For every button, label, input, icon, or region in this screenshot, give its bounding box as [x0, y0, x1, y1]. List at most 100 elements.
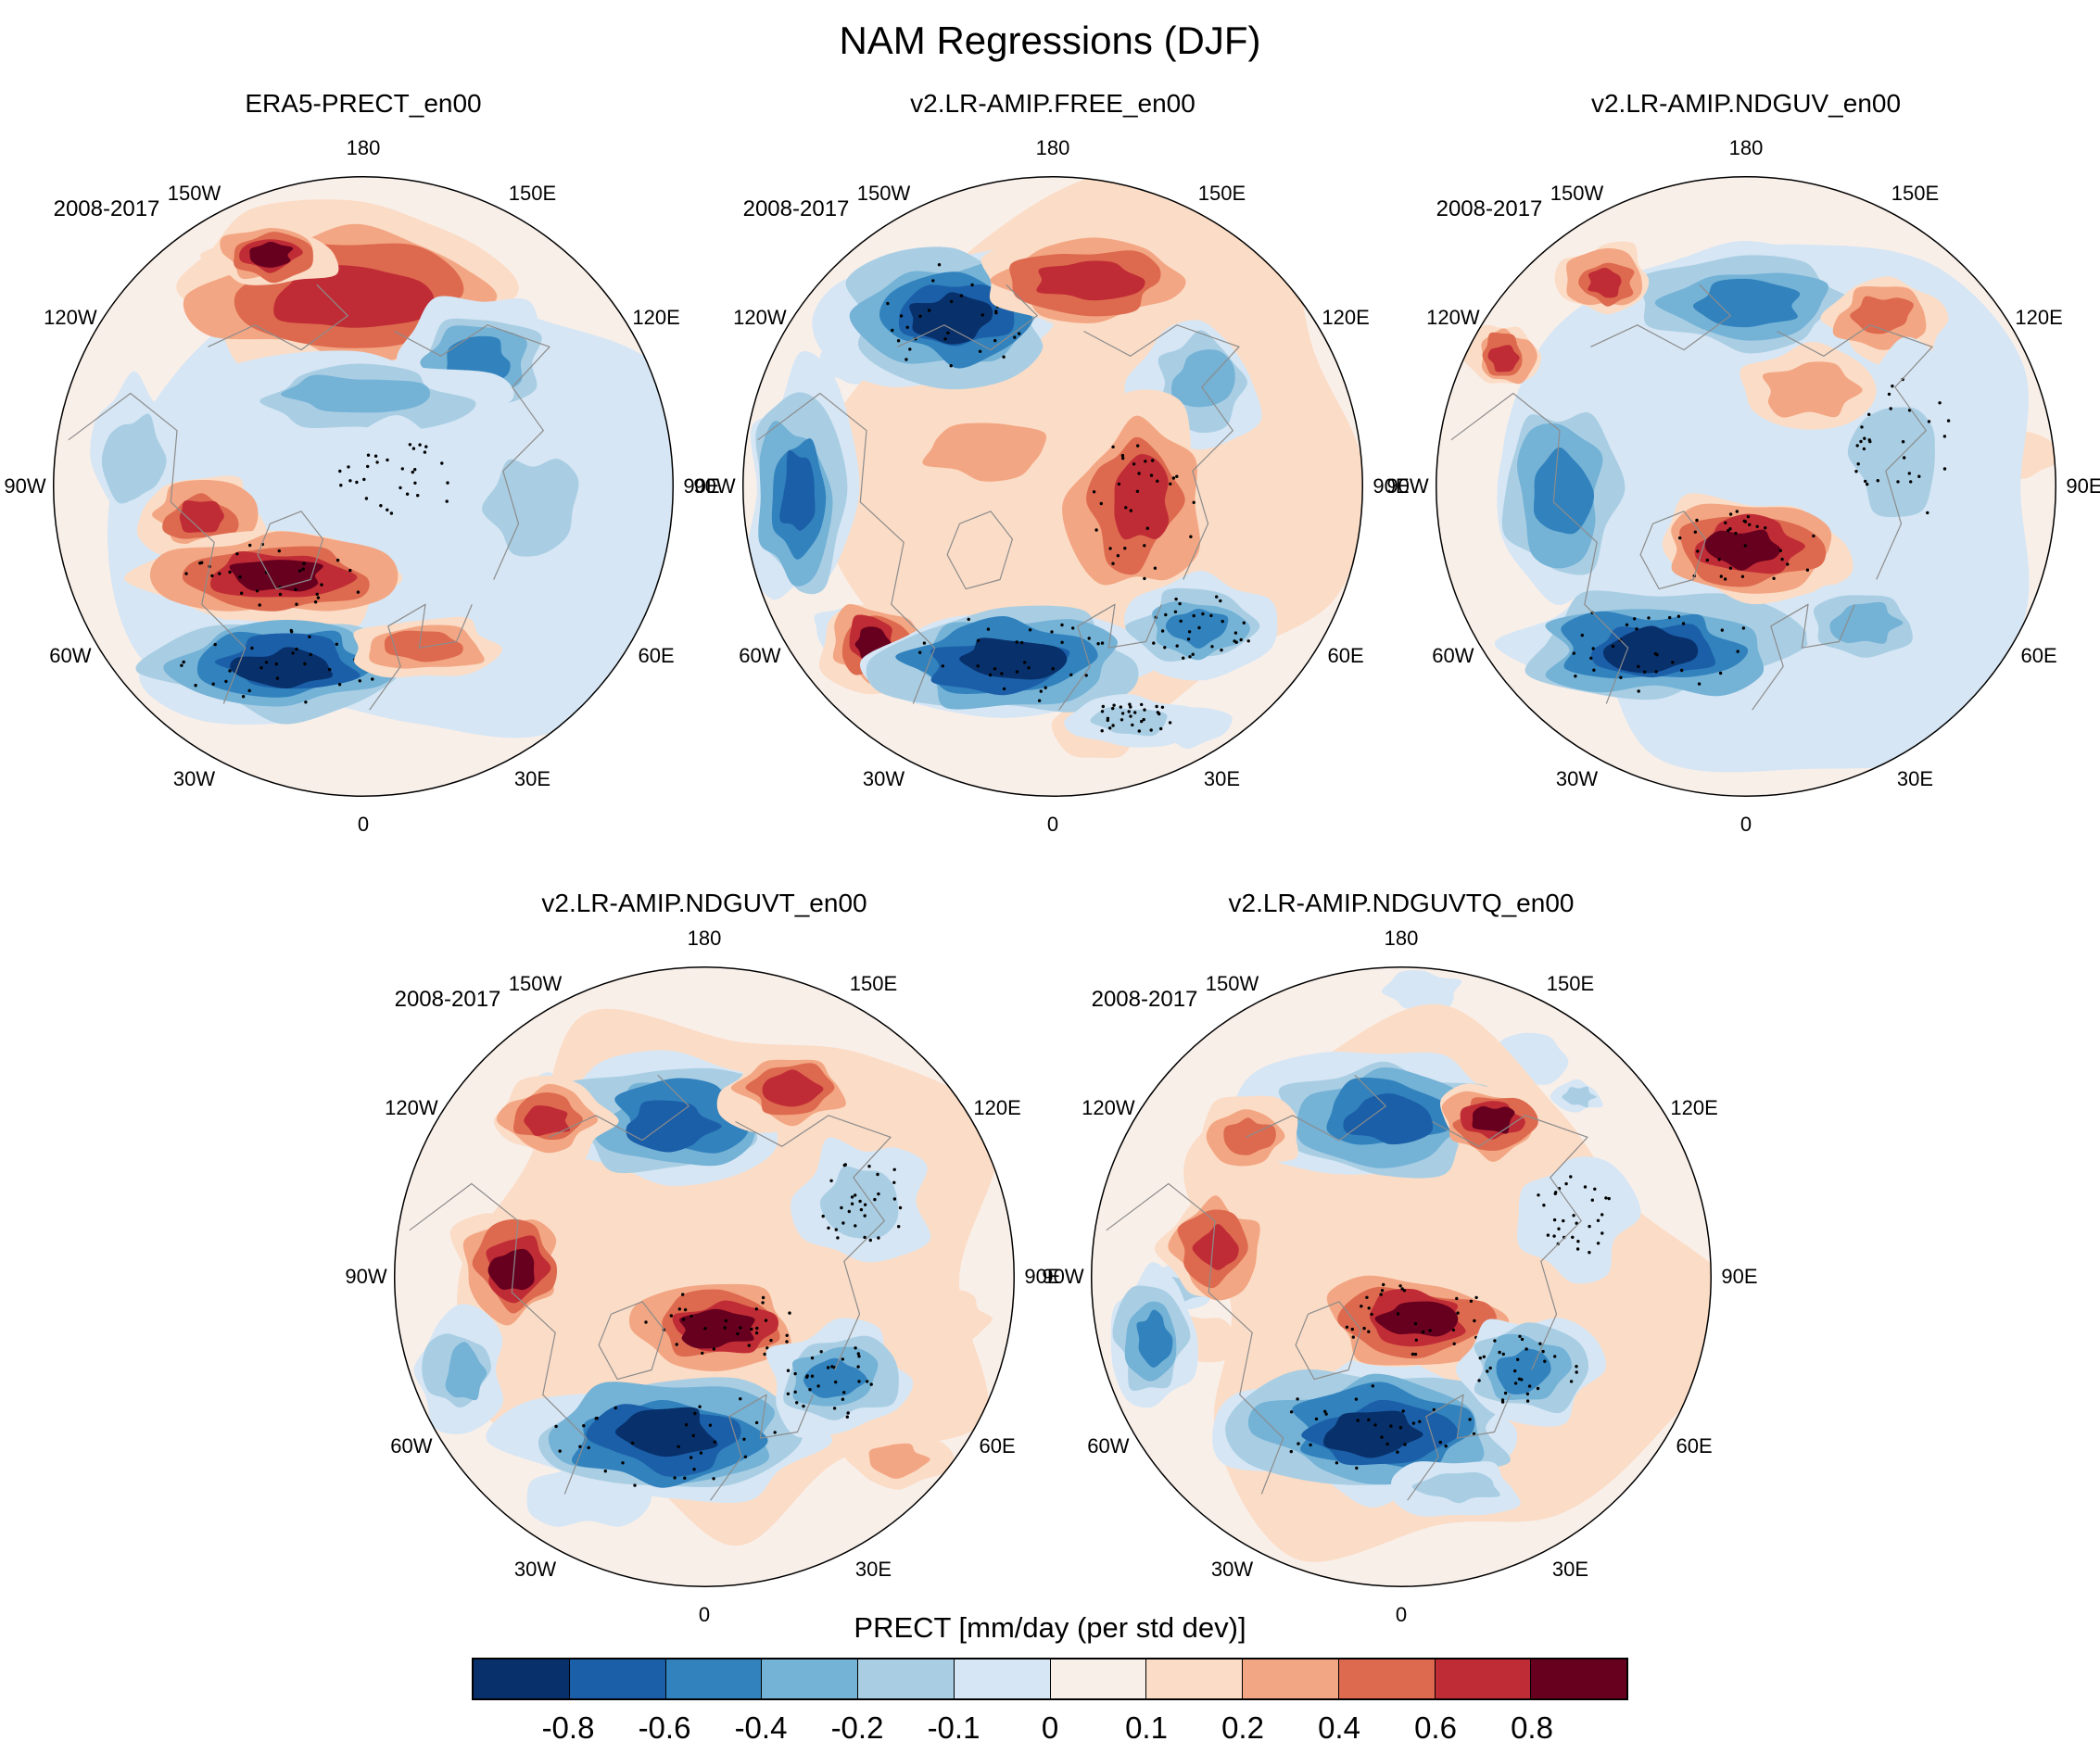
stipple-dot — [1379, 1293, 1383, 1296]
coastline — [1407, 1394, 1511, 1501]
stipple-dot — [1356, 1419, 1360, 1422]
stipple-dot — [1039, 689, 1043, 693]
contour-fill — [803, 1357, 867, 1398]
stipple-dot — [313, 600, 318, 604]
stipple-dot — [1564, 1181, 1568, 1186]
stipple-dot — [1169, 482, 1172, 486]
stipple-dot — [1351, 1335, 1355, 1339]
lon-label-4-90W: 90W — [1042, 1265, 1084, 1288]
panel-title-2: v2.LR-AMIP.NDGUV_en00 — [1590, 89, 1902, 118]
stipple-dot — [1493, 1339, 1497, 1343]
stipple-dot — [976, 664, 980, 668]
colorbar-segment — [568, 1659, 665, 1698]
stipple-dot — [366, 453, 371, 457]
stipple-dot — [1516, 1357, 1520, 1361]
stipple-dot — [834, 1228, 838, 1231]
lon-label-2-0: 0 — [1739, 813, 1752, 836]
lon-label-3-30E: 30E — [854, 1558, 892, 1582]
stipple-dot — [304, 700, 308, 704]
stipple-dot — [1926, 511, 1929, 515]
stipple-dot — [1192, 500, 1195, 504]
contour-fill — [1533, 447, 1595, 535]
stipple-dot — [1233, 631, 1238, 635]
contour-fill — [1472, 1105, 1515, 1134]
lon-label-2-150E: 150E — [1891, 181, 1940, 205]
stipple-dot — [785, 1340, 789, 1344]
stipple-dot — [1142, 717, 1145, 722]
stipple-dot — [1111, 706, 1115, 711]
stipple-dot — [1589, 656, 1593, 660]
stipple-dot — [1164, 612, 1168, 617]
stipple-dot — [1145, 526, 1149, 530]
stipple-dot — [1901, 440, 1905, 444]
stipple-dot — [364, 497, 369, 500]
colorbar-tick--0.4: -0.4 — [734, 1710, 788, 1745]
stipple-dot — [689, 1456, 693, 1459]
panel-title-4: v2.LR-AMIP.NDGUVTQ_en00 — [1228, 889, 1575, 917]
map-panel-1 — [742, 176, 1363, 797]
stipple-dot — [1907, 472, 1911, 475]
stipple-dot — [228, 669, 232, 673]
stipple-dot — [761, 1295, 765, 1300]
stipple-dot — [1220, 648, 1223, 652]
contour-fill — [1692, 278, 1801, 328]
stipple-dot — [1396, 1312, 1400, 1316]
lon-label-1-150W: 150W — [856, 181, 911, 205]
lon-label-4-90E: 90E — [1721, 1265, 1758, 1288]
stipple-dot — [1746, 515, 1751, 519]
stipple-dot — [413, 468, 417, 472]
stipple-dot — [754, 1331, 759, 1335]
lon-label-0-120W: 120W — [44, 305, 97, 329]
stipple-dot — [1525, 1399, 1530, 1403]
stipple-dot — [1367, 1418, 1371, 1421]
stipple-dot — [1060, 623, 1064, 627]
stipple-dot — [1127, 710, 1131, 713]
stipple-dot — [1028, 628, 1032, 632]
stipple-dot — [677, 1445, 680, 1448]
lon-label-4-180: 180 — [1384, 927, 1419, 950]
stipple-dot — [675, 1343, 678, 1346]
stipple-dot — [970, 283, 974, 287]
stipple-dot — [1903, 456, 1906, 460]
stipple-dot — [1289, 1449, 1293, 1454]
lon-label-4-0: 0 — [1395, 1603, 1408, 1626]
stipple-dot — [1717, 558, 1721, 562]
stipple-dot — [1720, 628, 1724, 632]
map-outline — [1091, 966, 1712, 1587]
contour-fill — [249, 241, 294, 268]
stipple-dot — [1140, 702, 1144, 707]
stipple-dot — [736, 1331, 740, 1336]
stipple-dot — [1413, 1352, 1418, 1357]
stipple-dot — [1418, 1420, 1422, 1423]
stipple-dot — [356, 590, 361, 594]
map-panel-4 — [1091, 966, 1712, 1587]
stipple-dot — [309, 652, 312, 657]
stipple-dot — [918, 650, 922, 654]
stipple-dot — [808, 1388, 812, 1392]
stipple-dot — [1382, 1282, 1385, 1287]
stipple-dot — [1367, 1306, 1371, 1310]
stipple-dot — [411, 447, 416, 450]
stipple-dot — [1402, 1289, 1407, 1293]
stipple-dot — [1370, 1312, 1373, 1317]
stipple-dot — [1153, 566, 1158, 570]
lon-label-2-150W: 150W — [1550, 181, 1604, 205]
stipple-dot — [1111, 562, 1115, 565]
stipple-dot — [211, 682, 215, 686]
stipple-dot — [1132, 462, 1136, 466]
stipple-dot — [1569, 1380, 1574, 1383]
stipple-dot — [1668, 615, 1672, 620]
stipple-dot — [1221, 619, 1224, 624]
stipple-dot — [1160, 629, 1165, 633]
stipple-dot — [1071, 626, 1075, 630]
stipple-dot — [1140, 719, 1144, 724]
map-panel-3 — [394, 966, 1015, 1587]
stipple-dot — [927, 309, 931, 312]
coastline — [897, 284, 1038, 351]
stipple-dot — [1591, 647, 1595, 650]
stipple-dot — [1503, 1391, 1508, 1395]
stipple-dot — [1607, 1196, 1611, 1201]
stipple-dot — [743, 1455, 748, 1458]
stipple-dot — [1100, 729, 1104, 733]
stipple-dot — [1501, 1352, 1505, 1357]
